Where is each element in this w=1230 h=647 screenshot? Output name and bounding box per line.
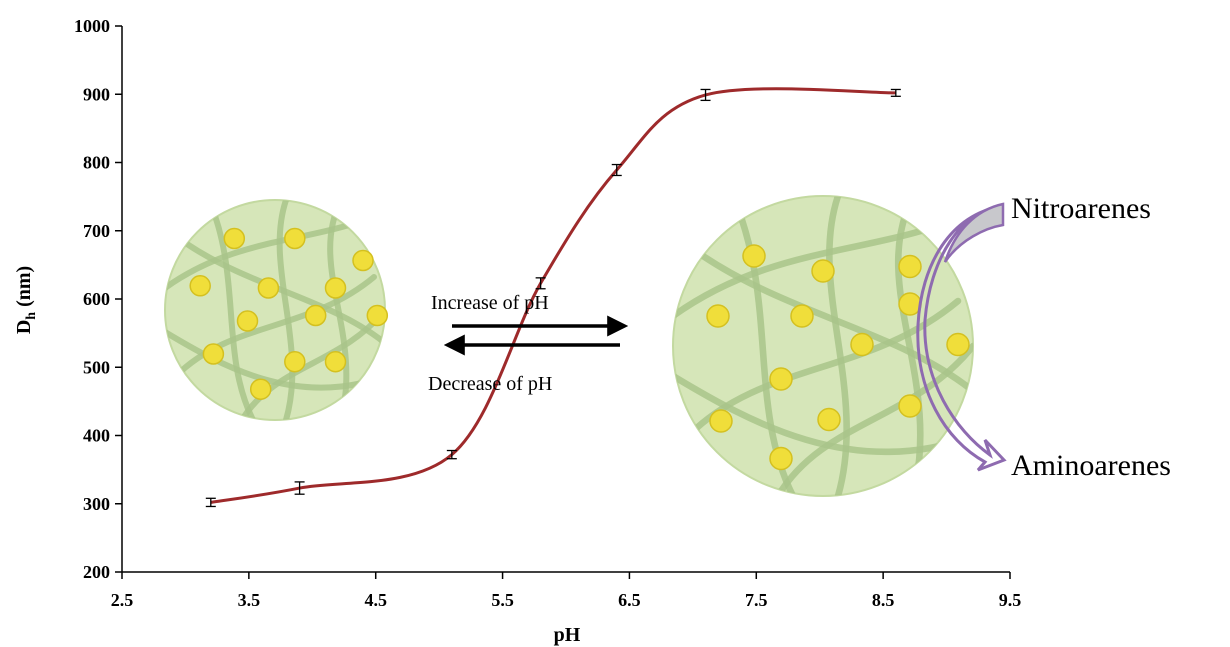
error-bar [535,277,546,290]
series-ph-size [205,87,901,508]
y-tick-label: 700 [83,221,110,241]
curved-arrow-top-fill [943,202,1005,263]
nanoparticle-dot [817,407,841,432]
nitroarenes-label: Nitroarenes [1011,192,1151,225]
conversion-arrow: Nitroarenes Aminoarenes [916,192,1171,482]
nanoparticle-dot [257,277,280,299]
x-axis-title: pH [554,624,581,646]
y-tick-label: 1000 [74,16,110,36]
nanoparticle-dot [249,378,272,400]
nanoparticle-dot [811,259,835,283]
nanoparticle-dot [304,304,327,327]
x-tick-label: 5.5 [491,590,514,610]
decrease-label: Decrease of pH [428,373,552,395]
nanoparticle-dot [236,310,259,332]
nanoparticle-dot [898,394,922,418]
nanoparticle-dot [769,367,793,391]
nanoparticle-dot [284,350,306,373]
swollen-particle-large [672,195,974,497]
y-tick-label: 200 [83,562,110,582]
error-bar [611,163,622,177]
y-tick-label: 600 [83,289,110,309]
curved-arrow-head-shape [916,204,1007,472]
y-axis-title: Dh (nm) [13,266,39,334]
y-tick-label: 400 [83,426,110,446]
error-bar [205,497,216,508]
nanoparticle-dot [790,304,814,328]
nanoparticle-dot [850,332,874,357]
polymer-fiber [173,274,377,379]
nanoparticle-dot [898,254,922,279]
y-axis-ticks: 200 300 400 500 600 700 800 900 1000 [74,16,122,582]
polymer-fiber [774,342,973,496]
error-bar [294,481,305,495]
nanoparticle-dot [366,304,389,327]
y-tick-label: 500 [83,357,110,377]
nanoparticle-dot [189,275,211,297]
y-tick-label: 800 [83,153,110,173]
x-tick-label: 8.5 [872,590,895,610]
nanoparticle-dot [223,227,246,250]
polymer-fiber [239,307,385,420]
nanoparticle-dot [324,350,347,373]
x-tick-label: 9.5 [999,590,1022,610]
x-tick-label: 6.5 [618,590,641,610]
nanoparticle-dot [284,227,306,250]
nanoparticle-dot [709,409,733,433]
y-axis-title-unit: (nm) [13,266,35,312]
y-tick-label: 300 [83,494,110,514]
y-tick-label: 900 [83,84,110,104]
plot-axes: 200 300 400 500 600 700 800 900 1000 2.5 3.5 4.5 5.… [74,16,1021,610]
polymer-fiber [206,200,256,420]
error-bar [890,88,901,97]
polymer-fiber [673,372,973,456]
nanoparticle-dot [769,446,793,471]
y-axis-title-sub: h [24,312,39,320]
polymer-fiber [276,200,296,420]
x-tick-label: 7.5 [745,590,768,610]
nanoparticle-dot [742,244,766,268]
swollen-particle-small [164,199,389,421]
error-bar [446,449,457,460]
ph-arrows: Increase of pH Decrease of pH [428,292,629,395]
nanoparticle-dot [946,332,970,357]
x-axis-ticks: 2.5 3.5 4.5 5.5 6.5 7.5 8.5 9.5 [111,572,1022,610]
nanoparticle-dot [324,277,347,299]
aminoarenes-label: Aminoarenes [1011,449,1171,482]
nanoparticle-dot [352,249,374,272]
x-tick-label: 2.5 [111,590,134,610]
nanoparticle-dot [706,304,730,328]
nanoparticle-dot [202,343,225,365]
x-tick-label: 3.5 [238,590,261,610]
increase-label: Increase of pH [431,292,549,314]
polymer-fiber [826,196,850,496]
polymer-fiber [699,252,973,395]
x-tick-label: 4.5 [364,590,387,610]
error-bar [700,88,711,102]
y-axis-title-main: D [13,320,35,334]
